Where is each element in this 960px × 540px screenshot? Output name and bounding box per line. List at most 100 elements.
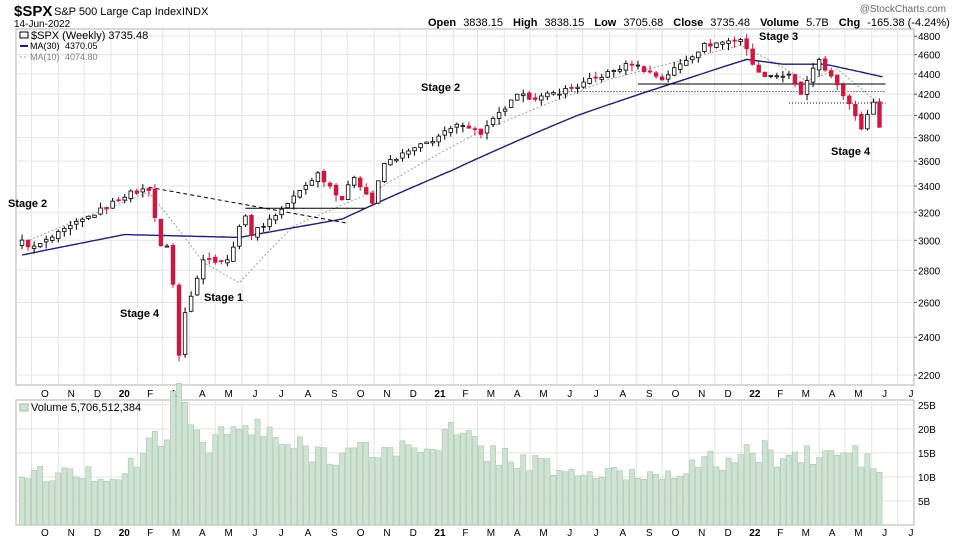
- price-x-tick-label: S: [331, 389, 338, 400]
- candle-body: [297, 189, 303, 198]
- volume-bar: [780, 458, 786, 526]
- volume-bar: [188, 424, 194, 526]
- volume-bar: [375, 457, 382, 526]
- volume-bar: [623, 479, 629, 526]
- volume-x-tick-label: S: [331, 528, 338, 539]
- volume-x-tick-label: M: [172, 528, 180, 539]
- volume-x-tick-label: N: [383, 528, 390, 539]
- volume-x-tick-label: M: [854, 528, 862, 539]
- candle-body: [798, 81, 804, 95]
- legend-ma30: MA(30) 4370.05: [30, 41, 98, 51]
- volume-bar: [761, 440, 768, 526]
- candle-body: [665, 74, 671, 80]
- candle-body: [629, 63, 635, 66]
- volume-bar: [490, 445, 496, 526]
- price-y-tick-label: 2200: [918, 371, 941, 382]
- price-legend: $SPX (Weekly) 3735.48 MA(30) 4370.05 MA(…: [19, 30, 148, 62]
- candle-body: [213, 256, 218, 263]
- volume-x-tick-label: A: [829, 528, 836, 539]
- volume-bar: [67, 468, 74, 526]
- candle-body: [539, 95, 544, 101]
- volume-bar: [731, 462, 738, 526]
- volume-bar: [435, 450, 442, 526]
- candle-body: [569, 87, 574, 89]
- volume-bar: [484, 461, 490, 526]
- volume-bar: [25, 478, 31, 526]
- price-x-tick-label: 22: [749, 389, 761, 400]
- price-x-tick-label: J: [594, 389, 599, 400]
- volume-bar: [97, 478, 104, 526]
- candle-body: [678, 63, 683, 70]
- price-y-tick-label: 3600: [918, 157, 941, 168]
- candle-body: [859, 114, 864, 130]
- candle-body: [43, 238, 49, 243]
- volume-bar: [870, 468, 877, 526]
- candle-body: [376, 180, 381, 204]
- candle-body: [86, 215, 91, 219]
- price-y-tick-label: 3000: [918, 236, 941, 247]
- symbol-name: S&P 500 Large Cap Index: [54, 6, 182, 18]
- volume-bar: [139, 453, 146, 526]
- price-y-tick-label: 4600: [918, 51, 941, 62]
- stage-label: Stage 2: [8, 198, 47, 210]
- candle-body: [116, 199, 121, 202]
- legend-price-swatch: [19, 31, 29, 39]
- candle-body: [243, 215, 248, 226]
- candle-body: [122, 196, 127, 201]
- volume-bar: [242, 425, 249, 526]
- volume-x-tick-label: M: [487, 528, 495, 539]
- price-x-tick-label: O: [357, 389, 365, 400]
- candle-body: [104, 207, 109, 210]
- volume-bar: [544, 458, 551, 526]
- volume-bar: [707, 451, 714, 526]
- volume-bar: [586, 471, 593, 526]
- volume-bar: [472, 436, 478, 526]
- volume-label: Volume: [760, 17, 799, 29]
- candle-body: [303, 184, 309, 190]
- volume-bar: [719, 469, 726, 526]
- candle-body: [605, 71, 610, 78]
- volume-bar: [369, 457, 376, 526]
- volume-bar: [592, 478, 599, 526]
- volume-bar: [91, 481, 98, 526]
- volume-bar: [568, 469, 575, 526]
- volume-bar: [677, 475, 684, 526]
- volume-bar: [254, 418, 261, 526]
- volume-bar: [447, 422, 454, 526]
- price-x-tick-label: M: [539, 389, 547, 400]
- stage-label: Stage 2: [421, 82, 460, 94]
- volume-y-axis: 5B 10B 15B 20B 25B: [918, 401, 936, 508]
- volume-bar: [532, 455, 539, 526]
- candle-body: [780, 75, 786, 78]
- volume-bar: [37, 465, 44, 526]
- volume-y-tick-label: 20B: [918, 425, 936, 436]
- candle-body: [207, 258, 212, 260]
- open-label: Open: [428, 17, 456, 29]
- volume-bar: [357, 442, 364, 526]
- candle-body: [237, 225, 242, 247]
- volume-bar: [671, 478, 678, 526]
- candle-body: [708, 43, 713, 47]
- candle-body: [285, 203, 290, 209]
- volume-bar: [284, 444, 291, 526]
- volume-bar: [230, 426, 237, 526]
- stage-label: Stage 1: [204, 292, 243, 304]
- volume-bar: [804, 445, 810, 526]
- volume-bar: [441, 429, 448, 526]
- volume-x-axis: O N D 20 F M A M J J A S O N D 21 F M A M J J A S O N D 22 F M A M J J: [41, 528, 913, 539]
- volume-bar: [798, 462, 804, 526]
- volume-bar: [526, 470, 533, 526]
- candle-body: [738, 39, 743, 43]
- candle-body: [333, 184, 339, 196]
- stage-label: Stage 4: [831, 146, 871, 158]
- volume-bar: [182, 402, 188, 526]
- volume-bar: [822, 450, 828, 526]
- volume-x-tick-label: A: [305, 528, 312, 539]
- candle-body: [756, 64, 761, 73]
- candle-body: [225, 259, 230, 264]
- legend-ma30-value: 4370.05: [65, 41, 98, 51]
- ma30-line: [21, 58, 883, 256]
- legend-ma10-value: 4074.80: [65, 52, 98, 62]
- volume-bar: [266, 426, 273, 526]
- price-x-tick-label: A: [829, 389, 836, 400]
